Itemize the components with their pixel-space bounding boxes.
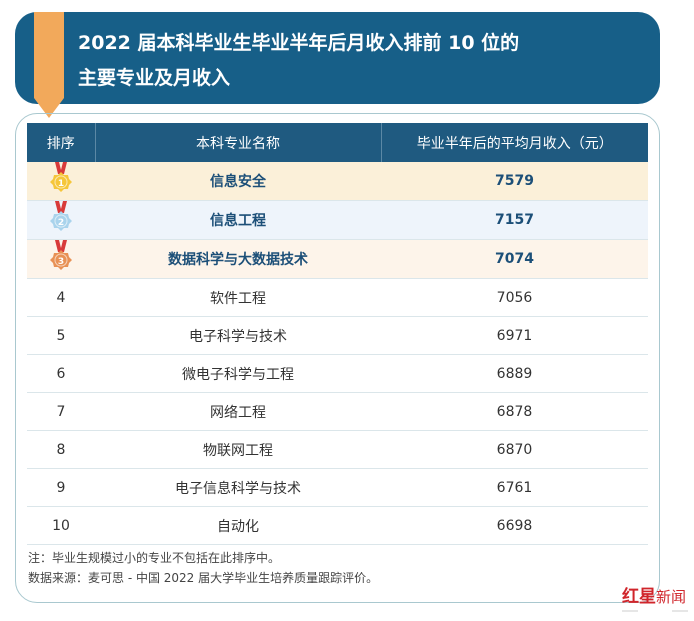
rank-cell: 7 (27, 392, 95, 431)
rank-cell: 2 (27, 200, 95, 240)
rank-value: 8 (56, 441, 66, 458)
silver-medal-icon: 2 (50, 201, 72, 231)
income-cell: 7579 (381, 162, 648, 201)
table-row: 3 数据科学与大数据技术 7074 (27, 239, 648, 279)
rank-cell: 5 (27, 316, 95, 355)
title-line-2: 主要专业及月收入 (78, 67, 231, 89)
income-cell: 6761 (381, 468, 648, 507)
table-row: 9 电子信息科学与技术 6761 (27, 468, 648, 507)
rank-cell: 4 (27, 278, 95, 317)
major-cell: 物联网工程 (95, 430, 381, 469)
col-income: 毕业半年后的平均月收入（元） (381, 123, 648, 162)
rank-value: 9 (56, 479, 66, 496)
notes: 注：毕业生规模过小的专业不包括在此排序中。 数据来源：麦可思 - 中国 2022… (28, 548, 378, 588)
page-title: 2022 届本科毕业生毕业半年后月收入排前 10 位的 主要专业及月收入 (78, 26, 519, 96)
major-cell: 自动化 (95, 506, 381, 545)
table-row: 7 网络工程 6878 (27, 392, 648, 431)
major-cell: 电子信息科学与技术 (95, 468, 381, 507)
note-text: 注：毕业生规模过小的专业不包括在此排序中。 (28, 551, 281, 565)
income-cell: 7074 (381, 239, 648, 279)
rank-cell: 9 (27, 468, 95, 507)
rank-value: 4 (56, 289, 66, 306)
rank-cell: 6 (27, 354, 95, 393)
table-row: 10 自动化 6698 (27, 506, 648, 545)
income-cell: 6971 (381, 316, 648, 355)
table-row: 8 物联网工程 6870 (27, 430, 648, 469)
major-cell: 信息工程 (95, 200, 381, 240)
bronze-medal-icon: 3 (50, 240, 72, 270)
rank-value: 7 (56, 403, 66, 420)
rank-cell: 8 (27, 430, 95, 469)
title-banner (15, 12, 660, 104)
col-rank: 排序 (27, 123, 96, 162)
rank-value: 6 (56, 365, 66, 382)
table-row: 2 信息工程 7157 (27, 200, 648, 240)
major-cell: 数据科学与大数据技术 (95, 239, 381, 279)
ribbon-icon (34, 12, 64, 118)
gold-medal-icon: 1 (50, 162, 72, 192)
income-cell: 7056 (381, 278, 648, 317)
table-row: 1 信息安全 7579 (27, 162, 648, 201)
watermark-logo: 红星 新闻 (622, 586, 688, 612)
major-cell: 微电子科学与工程 (95, 354, 381, 393)
table-row: 4 软件工程 7056 (27, 278, 648, 317)
table-card (15, 113, 660, 603)
rank-cell: 10 (27, 506, 95, 545)
svg-text:2: 2 (58, 218, 64, 228)
income-table: 排序 本科专业名称 毕业半年后的平均月收入（元） 1 信息安全 7579 2 信息工程 7… (27, 123, 648, 545)
rank-value: 10 (52, 517, 70, 534)
income-cell: 6698 (381, 506, 648, 545)
income-cell: 7157 (381, 200, 648, 240)
major-cell: 电子科学与技术 (95, 316, 381, 355)
income-cell: 6870 (381, 430, 648, 469)
major-cell: 信息安全 (95, 162, 381, 201)
major-cell: 软件工程 (95, 278, 381, 317)
major-cell: 网络工程 (95, 392, 381, 431)
svg-text:1: 1 (58, 179, 64, 189)
table-row: 6 微电子科学与工程 6889 (27, 354, 648, 393)
col-major: 本科专业名称 (95, 123, 382, 162)
rank-value: 5 (56, 327, 66, 344)
svg-text:3: 3 (58, 257, 64, 267)
income-cell: 6889 (381, 354, 648, 393)
rank-cell: 3 (27, 239, 95, 279)
title-line-1: 2022 届本科毕业生毕业半年后月收入排前 10 位的 (78, 32, 520, 54)
table-row: 5 电子科学与技术 6971 (27, 316, 648, 355)
rank-cell: 1 (27, 162, 95, 201)
income-cell: 6878 (381, 392, 648, 431)
svg-text:新闻: 新闻 (656, 588, 686, 606)
svg-text:红星: 红星 (622, 586, 656, 607)
source-text: 数据来源：麦可思 - 中国 2022 届大学毕业生培养质量跟踪评价。 (28, 571, 379, 585)
